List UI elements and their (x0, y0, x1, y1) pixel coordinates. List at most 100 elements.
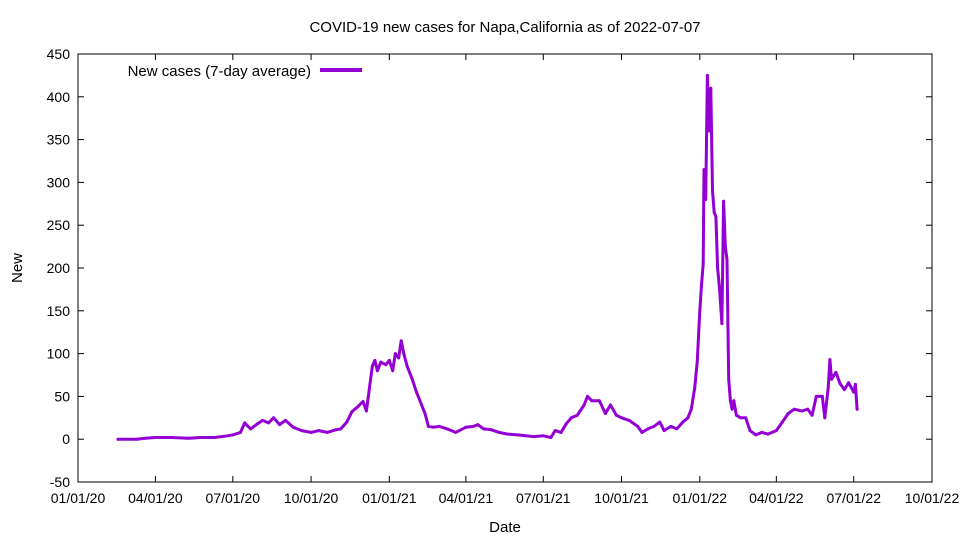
data-point (627, 418, 631, 422)
data-point (847, 381, 851, 385)
data-point (569, 416, 573, 420)
x-tick-label: 07/01/22 (826, 490, 881, 506)
x-tick-label: 07/01/21 (516, 490, 571, 506)
data-point (153, 436, 157, 439)
data-point (516, 433, 520, 437)
data-point (575, 413, 579, 417)
data-point (415, 390, 418, 394)
data-point (780, 420, 784, 424)
data-point (681, 420, 685, 424)
data-point (393, 352, 397, 356)
data-point (426, 424, 430, 428)
data-point (717, 285, 721, 289)
data-point (636, 424, 640, 428)
data-point (497, 430, 501, 434)
data-point (278, 423, 282, 427)
data-point (402, 352, 406, 356)
data-point (722, 199, 726, 203)
series-layer (116, 73, 859, 441)
data-point (397, 356, 401, 360)
data-point (838, 382, 842, 386)
data-point (700, 283, 703, 287)
data-point (686, 416, 690, 420)
data-point (339, 427, 343, 431)
data-point (603, 412, 607, 415)
data-point (810, 413, 814, 417)
data-point (213, 436, 217, 439)
legend-label: New cases (7-day average) (128, 63, 311, 80)
data-point (261, 418, 265, 422)
data-point (707, 129, 711, 133)
data-point (792, 407, 796, 411)
data-point (375, 369, 379, 373)
data-point (800, 409, 804, 413)
data-point (640, 430, 644, 434)
data-point (820, 394, 824, 398)
data-point (834, 370, 838, 374)
data-point (744, 416, 748, 420)
data-point (842, 388, 846, 392)
data-point (766, 432, 770, 436)
data-point (814, 394, 818, 398)
y-tick-label: 50 (54, 388, 70, 404)
data-point (760, 430, 764, 434)
data-point (853, 382, 857, 386)
y-tick-label: 0 (62, 431, 70, 447)
data-point (705, 73, 709, 77)
data-point (116, 437, 120, 441)
data-point (748, 429, 752, 433)
x-tick-label: 10/01/21 (594, 490, 649, 506)
data-point (675, 427, 679, 431)
data-point (586, 394, 589, 398)
data-point (384, 363, 388, 367)
data-point (345, 420, 349, 424)
data-point (541, 434, 545, 438)
data-point (243, 421, 247, 425)
data-point (489, 428, 493, 432)
data-point (723, 245, 727, 249)
data-point (590, 399, 594, 403)
data-point (272, 416, 276, 420)
data-point (720, 322, 724, 326)
x-tick-label: 04/01/20 (128, 490, 183, 506)
data-point (135, 437, 139, 441)
data-point (826, 386, 830, 390)
x-tick-label: 01/01/21 (362, 490, 417, 506)
data-point (532, 435, 536, 439)
data-point (364, 409, 368, 413)
data-point (727, 377, 731, 381)
y-tick-label: 100 (47, 346, 71, 362)
legend: New cases (7-day average) (128, 63, 362, 80)
x-tick-label: 01/01/20 (51, 490, 106, 506)
data-point (199, 436, 203, 439)
y-tick-label: 250 (47, 217, 71, 233)
data-point (553, 429, 557, 433)
data-point (420, 403, 424, 407)
data-point (658, 420, 662, 424)
x-axis-label: Date (489, 519, 521, 536)
y-tick-label: 300 (47, 174, 71, 190)
data-point (350, 410, 354, 414)
data-point (855, 407, 859, 411)
data-point (291, 425, 295, 429)
data-point (711, 189, 714, 193)
data-point (559, 430, 563, 434)
data-point (830, 377, 834, 381)
data-point (730, 407, 734, 411)
data-point (704, 198, 708, 201)
data-point (662, 429, 666, 433)
data-point (405, 364, 409, 368)
data-point (410, 377, 414, 381)
data-point (370, 364, 374, 368)
x-tick-label: 10/01/22 (905, 490, 960, 506)
data-point (325, 430, 329, 434)
data-point (284, 418, 287, 422)
data-point (609, 403, 612, 407)
data-point (256, 422, 259, 426)
data-point (239, 430, 242, 434)
data-point (361, 400, 365, 403)
data-point (614, 413, 618, 417)
data-point (732, 399, 736, 403)
data-point (438, 424, 441, 428)
